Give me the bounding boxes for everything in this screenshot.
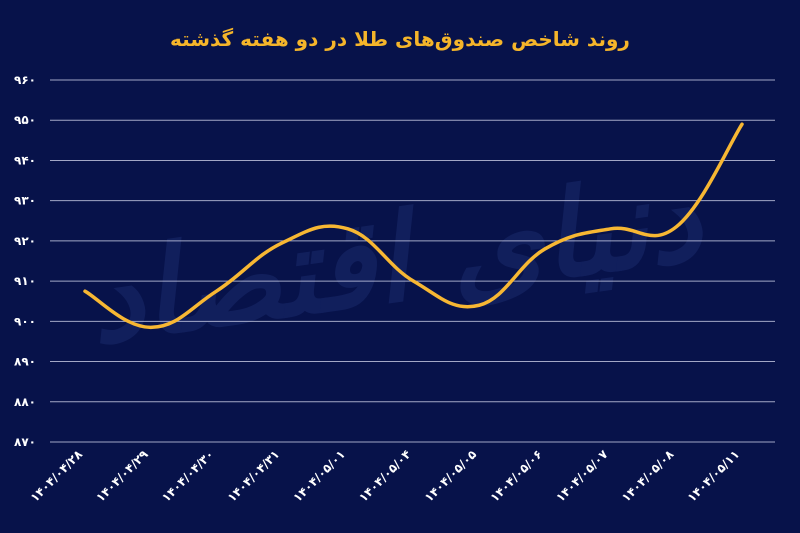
y-tick-label: ۹۲۰	[14, 234, 36, 248]
chart-title: روند شاخص صندوق‌های طلا در دو هفته گذشته	[170, 27, 630, 51]
series-line	[83, 122, 744, 330]
y-tick-label: ۹۴۰	[14, 153, 36, 167]
y-axis-ticks: ۸۷۰ ۸۸۰ ۸۹۰ ۹۰۰ ۹۱۰ ۹۲۰ ۹۳۰ ۹۴۰ ۹۵۰ ۹۶۰	[14, 73, 36, 449]
y-tick-label: ۸۸۰	[14, 395, 36, 409]
x-tick-label: ۱۴۰۴/۰۵/۰۷	[553, 447, 611, 505]
x-tick-label: ۱۴۰۴/۰۵/۰۱	[290, 447, 348, 505]
watermark: دنیای اقتصاد	[80, 148, 712, 372]
x-tick-label: ۱۴۰۴/۰۵/۰۸	[619, 447, 677, 505]
y-tick-label: ۸۷۰	[14, 435, 36, 449]
y-tick-label: ۹۳۰	[14, 194, 36, 208]
y-tick-label: ۹۰۰	[14, 314, 36, 328]
x-tick-label: ۱۴۰۴/۰۵/۰۵	[422, 447, 480, 505]
x-axis-ticks: ۱۴۰۴/۰۴/۲۸ ۱۴۰۴/۰۴/۲۹ ۱۴۰۴/۰۴/۳۰ ۱۴۰۴/۰۴/۳۱…	[28, 447, 743, 505]
y-tick-label: ۸۹۰	[14, 355, 36, 369]
x-tick-label: ۱۴۰۴/۰۴/۲۸	[28, 447, 86, 505]
x-tick-label: ۱۴۰۴/۰۵/۰۴	[356, 447, 414, 505]
x-tick-label: ۱۴۰۴/۰۴/۲۹	[93, 447, 151, 505]
y-tick-label: ۹۶۰	[14, 73, 36, 87]
x-tick-label: ۱۴۰۴/۰۵/۰۶	[487, 447, 545, 505]
x-tick-label: ۱۴۰۴/۰۵/۱۱	[685, 447, 743, 505]
x-tick-label: ۱۴۰۴/۰۴/۳۰	[159, 447, 217, 505]
y-tick-label: ۹۱۰	[14, 274, 36, 288]
y-tick-label: ۹۵۰	[14, 113, 36, 127]
x-tick-label: ۱۴۰۴/۰۴/۳۱	[225, 447, 283, 505]
